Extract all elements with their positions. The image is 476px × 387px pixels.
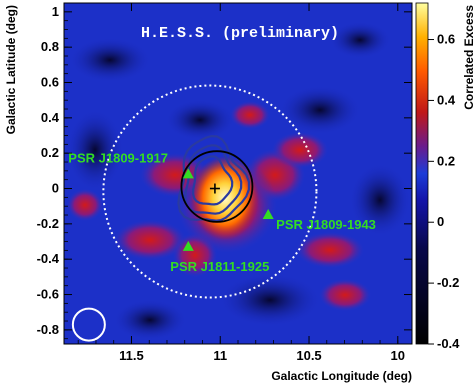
y-tick-label: -0.4 [37,251,60,266]
colorbar-tick-label: 0 [437,214,444,229]
colorbar-tick-label: 0.6 [437,32,455,47]
excess-contour-outer [177,134,251,222]
y-tick-label: -0.2 [37,216,59,231]
y-tick-label: 0.2 [41,145,59,160]
colorbar-tick-label: -0.4 [437,336,460,351]
pulsar-marker [182,240,194,251]
colorbar-tick-label: 0.4 [437,92,456,107]
colorbar-tick-label: -0.2 [437,275,459,290]
heatmap-warm-patches [67,101,371,311]
pulsar-marker [182,168,194,179]
y-tick-label: 0.4 [41,110,60,125]
x-tick-label: 10 [391,348,405,363]
heatmap-image [64,3,412,344]
y-tick-label: 0 [52,181,59,196]
colorbar-title: Correlated Excess [462,5,476,110]
psf-circle [71,307,106,342]
pulsar-label: PSR J1809-1917 [68,150,168,165]
y-tick-label: -0.8 [37,322,59,337]
y-tick-label: 0.6 [41,75,59,90]
y-tick-label: 1 [52,4,59,19]
pulsar-label: PSR J1811-1925 [170,259,269,274]
excess-contour-inner [191,155,234,206]
dashed-region-circle [102,84,318,299]
y-tick-label: 0.8 [41,39,59,54]
x-axis-title: Galactic Longitude (deg) [271,369,412,383]
x-tick-label: 11.5 [119,348,144,363]
pulsar-label: PSR J1809-1943 [276,217,376,232]
colorbar-tick-label: 0.2 [437,153,455,168]
heatmap-dark-patches [67,22,410,340]
colorbar [416,3,428,344]
hess-banner-title: H.E.S.S. (preliminary) [141,25,339,42]
fit-extension-circle [180,150,254,223]
x-tick-label: 11 [213,348,227,363]
excess-contour-middle [184,144,243,215]
y-axis-title: Galactic Latitude (deg) [4,5,18,134]
pulsar-marker [262,209,274,220]
x-tick-label: 10.5 [296,348,321,363]
y-tick-label: -0.6 [37,287,59,302]
